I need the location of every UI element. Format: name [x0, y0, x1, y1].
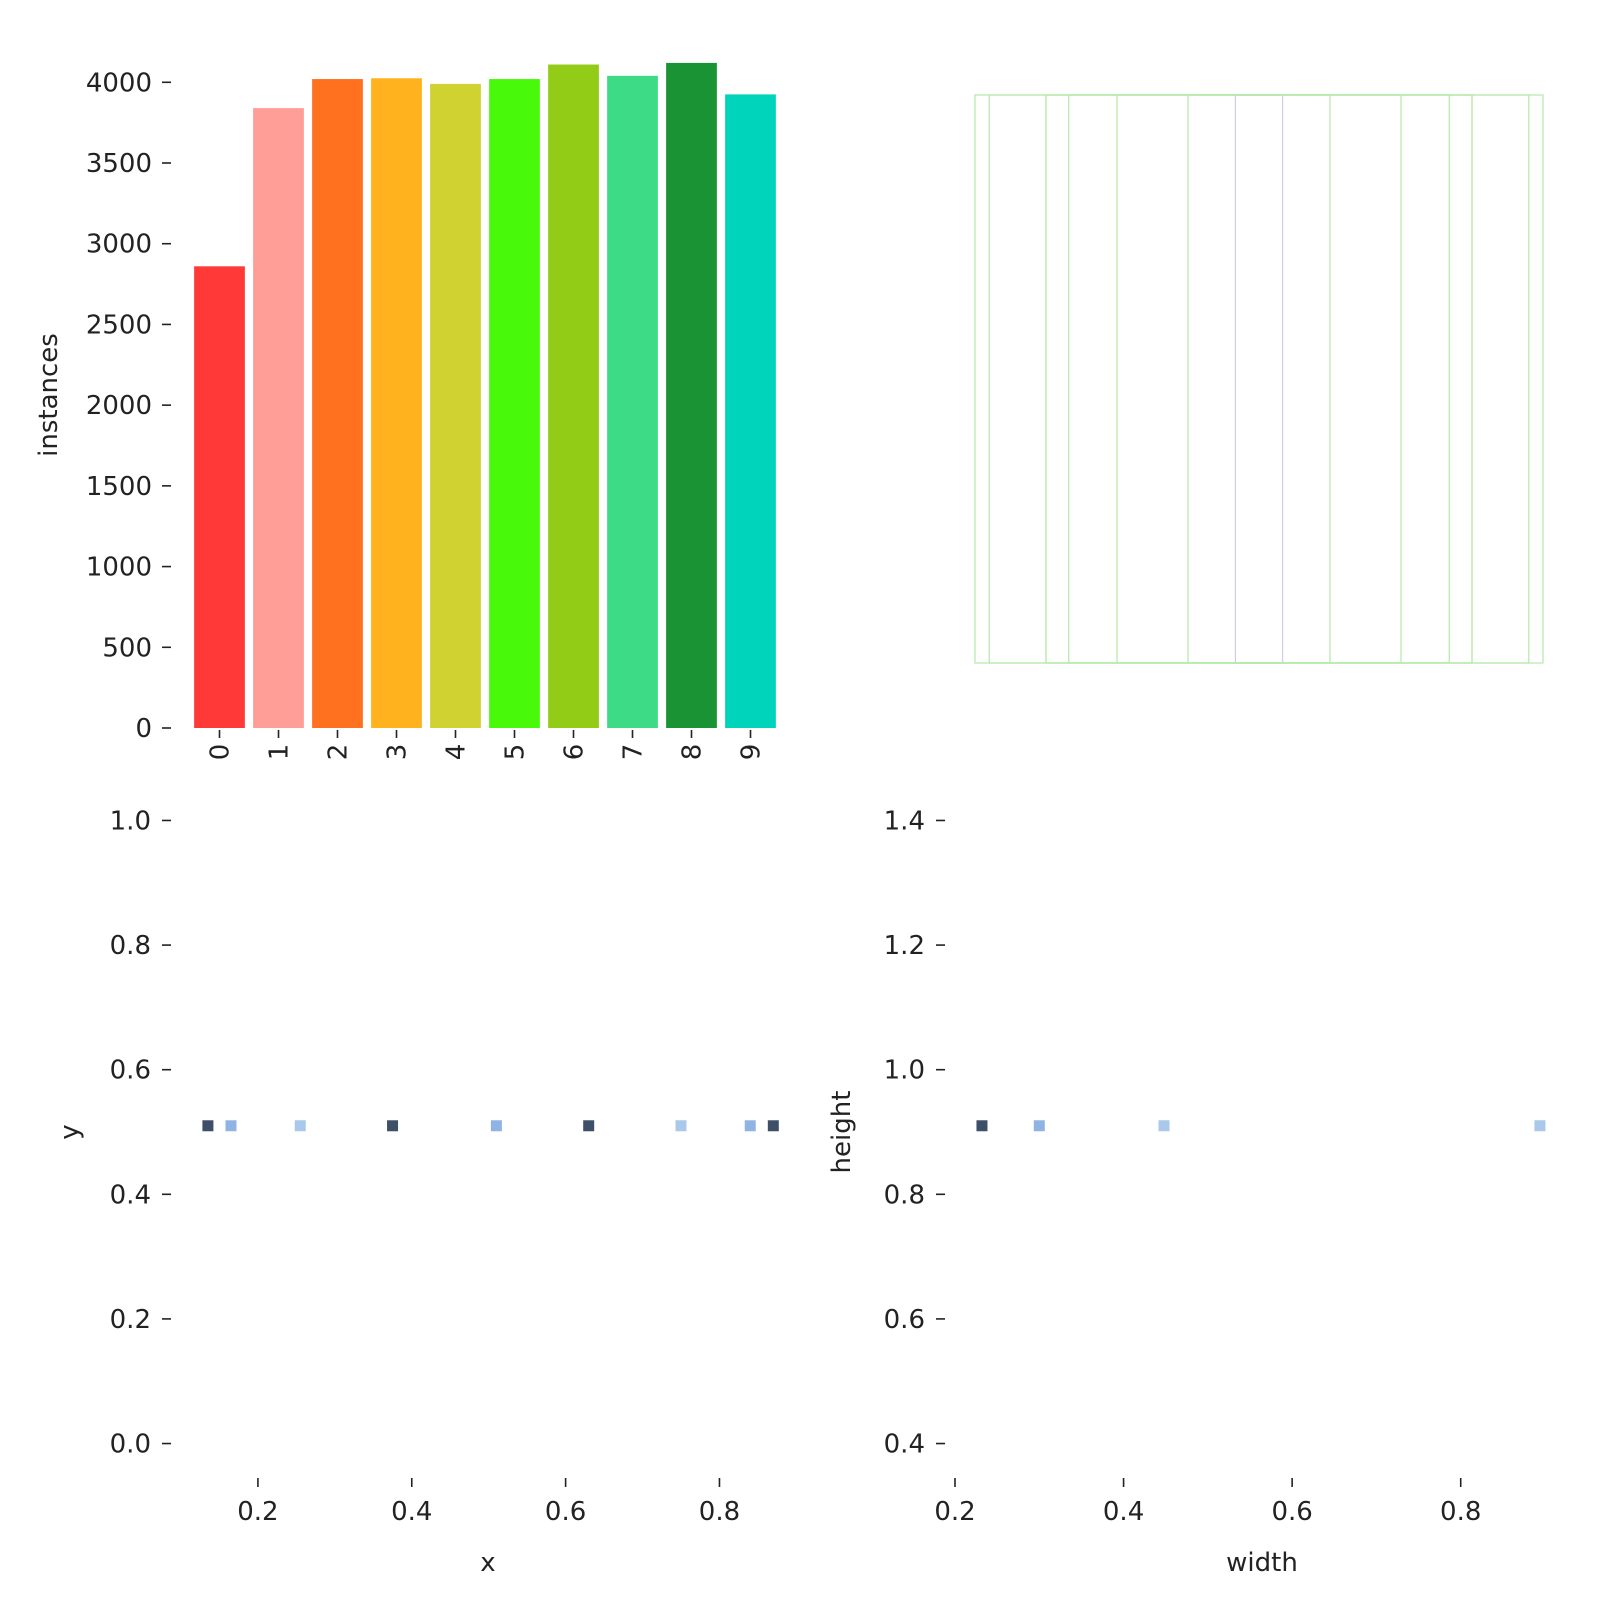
y-tick-label: 0.2	[110, 1305, 151, 1335]
bar-1	[253, 108, 304, 729]
label-box	[974, 94, 1544, 664]
x-tick-label: 1	[265, 744, 295, 761]
x-axis-label: x	[480, 1548, 495, 1578]
label-box	[1045, 94, 1473, 664]
y-axis-label: instances	[34, 333, 64, 457]
y-tick-label: 0.6	[884, 1305, 925, 1335]
y-axis-label: y	[55, 1124, 85, 1139]
y-tick-label: 0.4	[110, 1180, 151, 1210]
bar-7	[607, 75, 658, 729]
label-box	[1116, 94, 1402, 664]
x-tick-label: 0.6	[545, 1497, 586, 1527]
heatmap-cell	[767, 1120, 779, 1132]
heatmap-cell	[1534, 1120, 1546, 1132]
y-tick-label: 1.0	[110, 806, 151, 836]
bar-2	[312, 79, 363, 729]
instances-bar-chart: 0 500 1000 1500 2000 2500 3000 3500 4000 instance…	[34, 62, 776, 761]
x-tick-label: 7	[619, 744, 649, 761]
heatmap-cell	[294, 1120, 306, 1132]
y-axis-label: height	[827, 1091, 857, 1174]
x-tick-label: 2	[324, 744, 354, 761]
heatmap-cell	[225, 1120, 237, 1132]
heatmap-cell	[202, 1120, 214, 1132]
heatmap-cell	[976, 1120, 988, 1132]
heatmap-cell	[1033, 1120, 1045, 1132]
x-tick-label: 0.6	[1271, 1497, 1312, 1527]
x-tick-label: 0.2	[237, 1497, 278, 1527]
heatmap-cell	[490, 1120, 502, 1132]
y-tick-label: 2500	[86, 310, 152, 340]
bar-3	[371, 78, 422, 728]
x-tick-label: 0.2	[934, 1497, 975, 1527]
heatmap-cell	[744, 1120, 756, 1132]
label-box	[1234, 94, 1284, 664]
heatmap-cell	[675, 1120, 687, 1132]
xy-heatmap: 0.0 0.2 0.4 0.6 0.8 1.0 0.2 0.4 0.6 0.8 x y	[55, 806, 779, 1578]
x-tick-label: 8	[678, 744, 708, 761]
box-overlay-panel	[974, 94, 1544, 664]
y-tick-label: 0.8	[110, 931, 151, 961]
label-box	[1187, 94, 1331, 664]
heatmap-cell	[1158, 1120, 1170, 1132]
x-tick-label: 0.8	[1440, 1497, 1481, 1527]
x-tick-label: 0.8	[699, 1497, 740, 1527]
y-tick-label: 0	[135, 714, 152, 744]
y-tick-label: 1.4	[884, 806, 925, 836]
heatmap-cell	[583, 1120, 595, 1132]
x-axis-label: width	[1226, 1548, 1298, 1578]
bar-5	[489, 79, 540, 729]
x-tick-label: 9	[737, 744, 767, 761]
label-box	[1068, 94, 1450, 664]
x-tick-label: 0	[206, 744, 236, 761]
bar-8	[666, 62, 717, 728]
y-tick-label: 3500	[86, 149, 152, 179]
label-box	[988, 94, 1530, 664]
x-tick-label: 3	[383, 744, 413, 761]
x-tick-label: 4	[442, 744, 472, 761]
y-tick-label: 0.0	[110, 1430, 151, 1460]
bar-6	[548, 64, 599, 729]
bar-4	[430, 83, 481, 728]
y-tick-label: 0.6	[110, 1056, 151, 1086]
x-tick-label: 5	[501, 744, 531, 761]
y-tick-label: 0.8	[884, 1180, 925, 1210]
x-tick-label: 6	[560, 744, 590, 761]
y-tick-label: 1.2	[884, 931, 925, 961]
y-tick-label: 2000	[86, 391, 152, 421]
y-tick-label: 500	[102, 633, 152, 663]
y-tick-label: 3000	[86, 230, 152, 260]
y-tick-label: 4000	[86, 68, 152, 98]
x-tick-label: 0.4	[1103, 1497, 1144, 1527]
heatmap-cell	[387, 1120, 399, 1132]
width-height-heatmap: 0.4 0.6 0.8 1.0 1.2 1.4 0.2 0.4 0.6 0.8 width heigh…	[827, 806, 1546, 1578]
label-box	[1045, 94, 1473, 664]
bar-0	[194, 266, 245, 728]
y-tick-label: 1500	[86, 472, 152, 502]
bar-9	[725, 94, 776, 728]
y-tick-label: 1000	[86, 553, 152, 583]
y-tick-label: 1.0	[884, 1056, 925, 1086]
y-tick-label: 0.4	[884, 1430, 925, 1460]
x-tick-label: 0.4	[391, 1497, 432, 1527]
